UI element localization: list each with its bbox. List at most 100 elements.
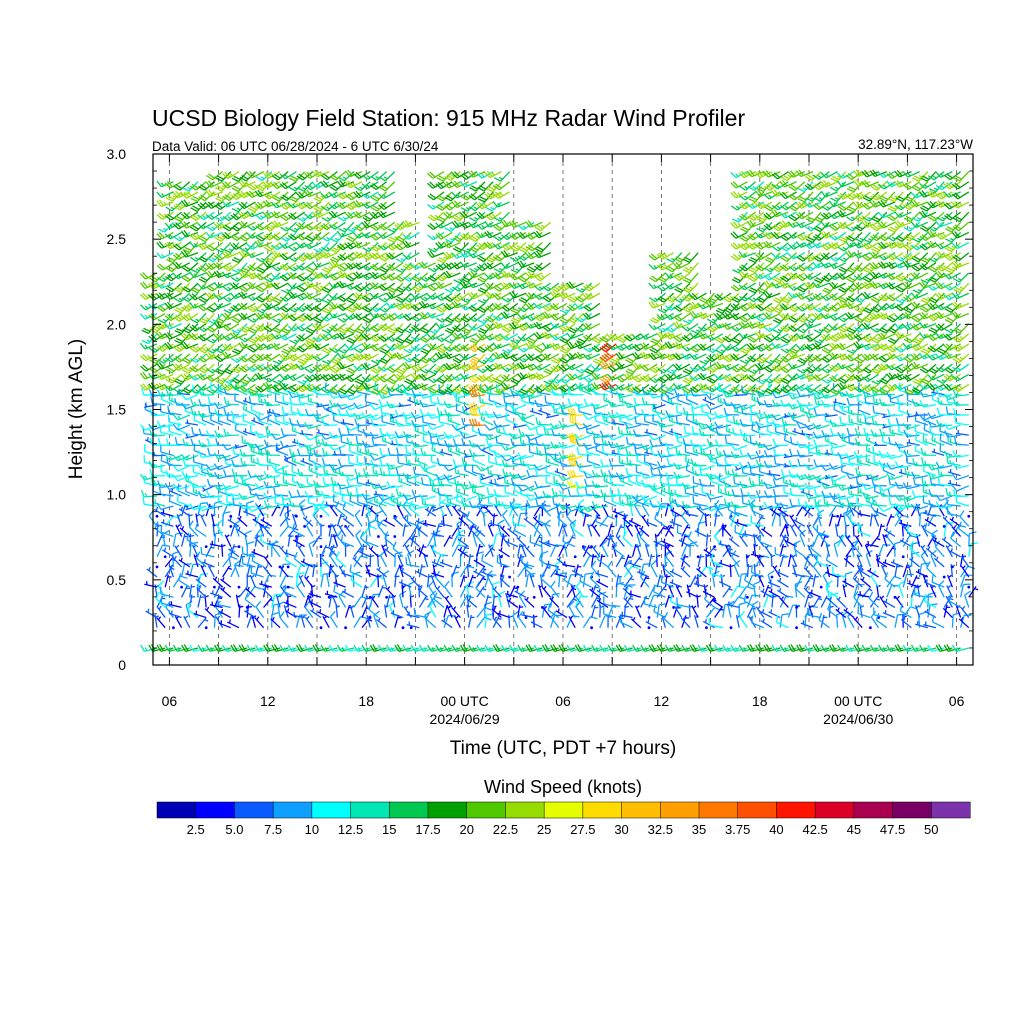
barb-half-flag: [188, 374, 192, 379]
wind-barb: [178, 506, 191, 517]
barb-flag: [379, 447, 383, 456]
wind-barb: [353, 262, 371, 270]
barb-flag: [164, 482, 170, 490]
barb-half-flag: [172, 195, 177, 199]
barb-flag: [329, 610, 336, 618]
barb-flag: [181, 266, 189, 272]
calm-marker: [385, 595, 388, 599]
wind-barb: [214, 472, 231, 480]
barb-flag: [173, 185, 181, 191]
barb-flag: [190, 288, 198, 294]
barb-flag: [175, 261, 181, 268]
wind-barb: [155, 514, 159, 518]
wind-barb: [229, 514, 233, 518]
wind-barbs: [139, 169, 979, 652]
wind-barb: [287, 312, 305, 322]
barb-half-flag: [194, 411, 197, 416]
barb-half-flag: [177, 647, 181, 651]
barb-flag: [180, 334, 187, 341]
barb-flag: [180, 374, 187, 381]
barb-flag: [197, 357, 205, 363]
barb-flag: [182, 359, 190, 364]
barb-flag: [190, 389, 198, 394]
barb-half-flag: [293, 257, 298, 261]
barb-flag: [230, 410, 236, 418]
barb-flag: [362, 468, 367, 476]
barb-flag: [174, 330, 182, 335]
barb-flag: [288, 490, 293, 498]
wind-barb: [305, 262, 322, 274]
barb-half-flag: [211, 348, 216, 352]
barb-half-flag: [358, 348, 363, 352]
barb-staff: [177, 464, 191, 472]
calm-marker: [172, 626, 175, 630]
wind-barb: [181, 312, 199, 322]
barb-half-flag: [161, 253, 165, 258]
barb-flag: [379, 427, 383, 436]
barb-flag: [354, 468, 358, 477]
barb-flag: [155, 591, 160, 599]
barb-half-flag: [350, 441, 353, 446]
wind-barb: [361, 353, 379, 361]
barb-staff: [254, 513, 260, 527]
barb-flag: [205, 501, 211, 509]
barb-staff: [373, 424, 387, 427]
barb-half-flag: [363, 545, 368, 548]
barb-flag: [355, 529, 362, 536]
wind-barb: [150, 396, 166, 406]
barb-half-flag: [178, 297, 183, 301]
wind-barb: [161, 547, 174, 558]
barb-half-flag: [212, 191, 216, 195]
wind-barb: [218, 620, 232, 629]
wind-barb: [172, 626, 175, 630]
wind-barb: [199, 313, 215, 324]
barb-flag: [346, 478, 350, 487]
barb-half-flag: [254, 516, 257, 521]
barb-half-flag: [170, 206, 175, 210]
wind-barb: [327, 595, 331, 599]
wind-barb: [197, 594, 205, 608]
wind-barb: [149, 408, 166, 417]
barb-flag: [165, 197, 173, 202]
barb-half-flag: [311, 599, 313, 604]
barb-flag: [172, 465, 179, 472]
barb-half-flag: [211, 226, 215, 230]
barb-half-flag: [180, 345, 184, 349]
barb-half-flag: [270, 295, 275, 299]
wind-barb: [144, 581, 158, 588]
barb-half-flag: [211, 368, 216, 372]
wind-barb: [336, 179, 355, 188]
barb-half-flag: [148, 566, 151, 571]
barb-half-flag: [185, 505, 189, 510]
barb-half-flag: [268, 277, 273, 281]
wind-barb: [335, 551, 347, 568]
barb-half-flag: [302, 186, 306, 190]
barb-flag: [165, 215, 172, 221]
wind-barb: [209, 412, 223, 426]
wind-barb: [173, 383, 191, 394]
barb-half-flag: [146, 339, 151, 343]
barb-flag: [180, 342, 187, 350]
barb-staff: [152, 424, 166, 431]
wind-barb: [180, 341, 199, 350]
wind-barb: [189, 241, 207, 248]
calm-marker: [213, 585, 216, 589]
wind-barb: [303, 241, 322, 250]
barb-flag: [297, 448, 301, 456]
barb-half-flag: [306, 615, 310, 620]
barb-flag: [197, 490, 203, 499]
barb-staff: [161, 602, 174, 609]
barb-staff: [258, 434, 272, 439]
barb-flag: [156, 293, 163, 300]
barb-half-flag: [169, 223, 173, 228]
barb-flag: [182, 287, 189, 293]
barb-flag: [164, 302, 171, 310]
barb-half-flag: [163, 547, 167, 552]
barb-flag: [156, 242, 163, 249]
barb-staff: [213, 614, 216, 628]
wind-barb: [210, 590, 223, 598]
barb-half-flag: [185, 455, 189, 460]
barb-half-flag: [310, 467, 313, 472]
wind-barb: [342, 516, 355, 527]
wind-barb: [143, 444, 158, 457]
